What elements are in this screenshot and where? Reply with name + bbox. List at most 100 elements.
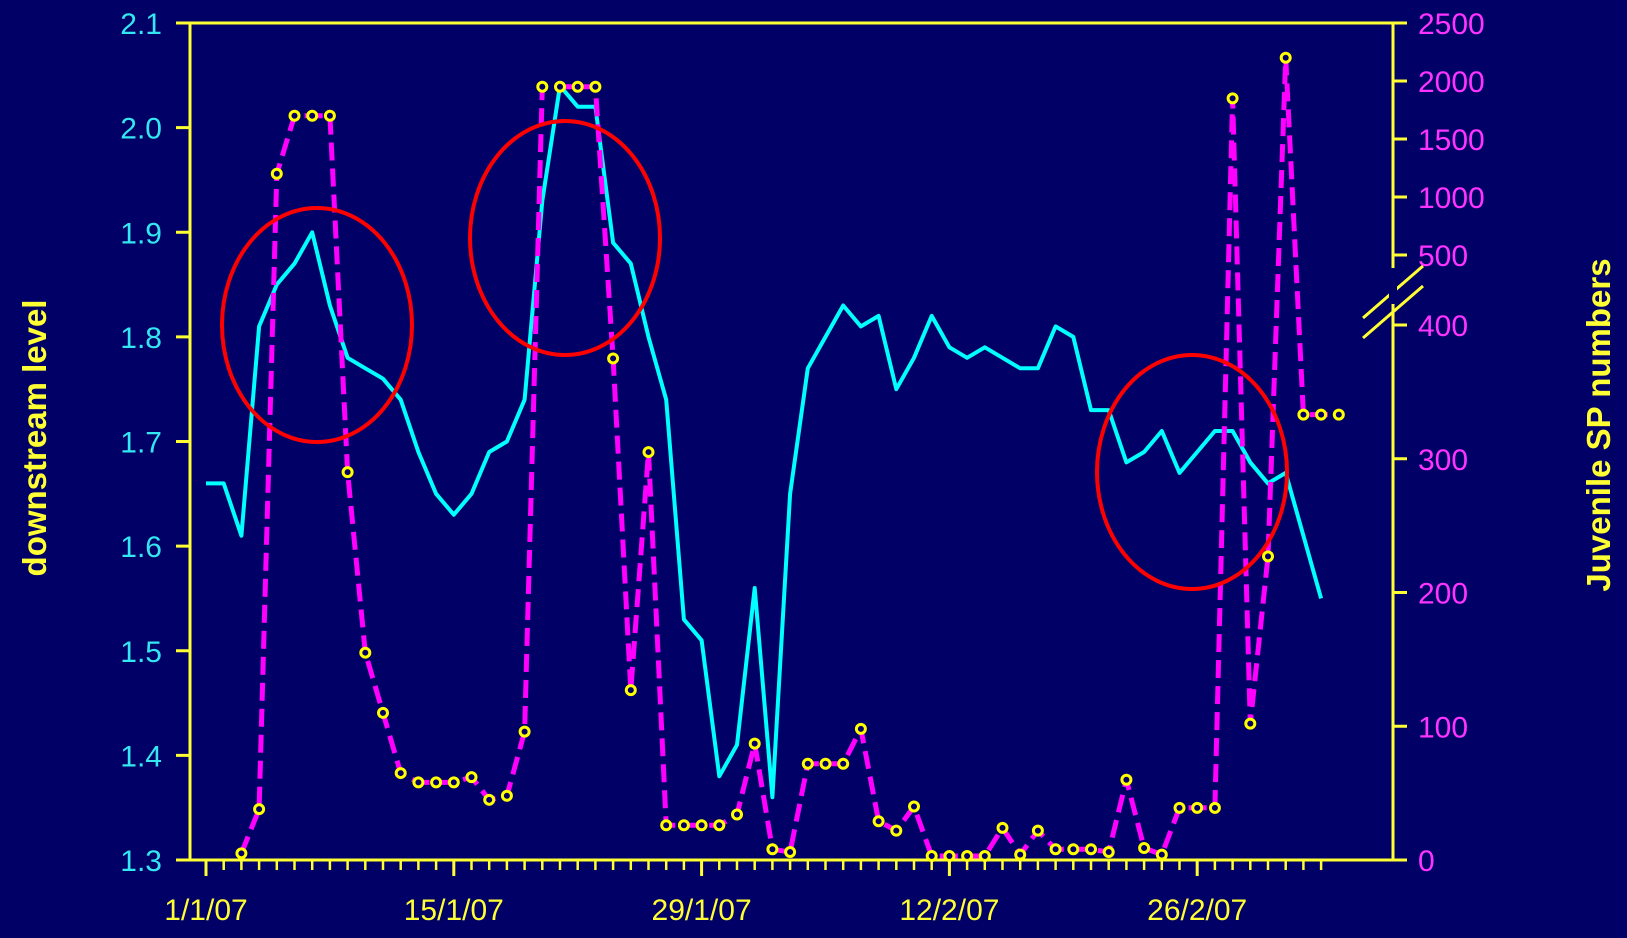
- juvenile-sp-marker: [500, 789, 513, 802]
- juvenile-sp-marker: [748, 737, 761, 750]
- juvenile-sp-marker: [677, 819, 690, 832]
- juvenile-sp-marker: [1173, 801, 1186, 814]
- juvenile-sp-marker: [571, 80, 584, 93]
- juvenile-sp-marker: [1297, 408, 1310, 421]
- juvenile-sp-marker: [1279, 51, 1292, 64]
- juvenile-sp-marker: [1191, 801, 1204, 814]
- juvenile-sp-marker: [1332, 408, 1345, 421]
- juvenile-sp-marker: [377, 706, 389, 719]
- juvenile-sp-marker: [819, 757, 832, 770]
- juvenile-sp-marker: [660, 819, 673, 832]
- series-layer: [206, 55, 1339, 859]
- juvenile-sp-marker: [394, 767, 407, 780]
- juvenile-sp-marker: [1155, 848, 1168, 861]
- juvenile-sp-marker: [341, 466, 354, 479]
- x-tick-label: 1/1/07: [164, 894, 247, 927]
- juvenile-sp-marker: [854, 722, 867, 735]
- right-tick-label: 2500: [1418, 8, 1485, 41]
- juvenile-sp-marker: [306, 109, 319, 122]
- downstream-level-line: [206, 83, 1324, 800]
- left-axis-title: downstream level: [16, 300, 53, 577]
- juvenile-sp-marker: [695, 819, 708, 832]
- juvenile-sp-marker: [784, 845, 797, 858]
- juvenile-sp-marker: [943, 849, 956, 862]
- left-tick-label: 1.8: [120, 322, 162, 355]
- juvenile-sp-marker: [801, 757, 814, 770]
- right-tick-label: 1500: [1418, 124, 1485, 157]
- juvenile-sp-marker: [642, 446, 655, 459]
- left-tick-label: 1.3: [120, 845, 162, 878]
- left-tick-label: 1.4: [120, 740, 162, 773]
- juvenile-sp-marker: [235, 847, 248, 860]
- juvenile-sp-marker: [1208, 801, 1221, 814]
- juvenile-sp-marker: [323, 109, 336, 122]
- juvenile-sp-marker: [1085, 843, 1097, 856]
- right-tick-label: 400: [1418, 310, 1468, 343]
- right-axis-title: Juvenile SP numbers: [1580, 258, 1617, 591]
- juvenile-sp-marker: [1262, 550, 1274, 563]
- left-tick-label: 1.7: [120, 427, 162, 460]
- juvenile-sp-marker: [890, 824, 903, 837]
- juvenile-sp-marker: [731, 808, 743, 821]
- juvenile-sp-marker: [1067, 843, 1080, 856]
- right-tick-label: 0: [1418, 845, 1435, 878]
- right-tick-label: 300: [1418, 444, 1468, 477]
- right-tick-label: 500: [1418, 240, 1468, 273]
- juvenile-sp-marker: [996, 821, 1009, 834]
- juvenile-sp-marker: [961, 849, 974, 862]
- annotation-layer: [220, 119, 1289, 591]
- juvenile-sp-marker: [465, 771, 478, 784]
- juvenile-sp-marker: [483, 793, 496, 806]
- right-tick-label: 100: [1418, 711, 1468, 744]
- right-tick-label: 2000: [1418, 66, 1485, 99]
- highlight-circle: [220, 206, 414, 444]
- x-tick-label: 29/1/07: [652, 894, 752, 927]
- juvenile-sp-marker: [589, 80, 602, 93]
- axis-break-gap: [1389, 268, 1397, 304]
- juvenile-sp-marker: [607, 352, 620, 365]
- juvenile-sp-marker: [837, 757, 850, 770]
- juvenile-sp-marker: [554, 80, 566, 93]
- axis-break-mark-lower: [1362, 284, 1424, 340]
- left-tick-label: 1.9: [120, 217, 162, 250]
- juvenile-sp-marker: [253, 803, 266, 816]
- right-tick-label: 200: [1418, 578, 1468, 611]
- juvenile-sp-marker: [1102, 845, 1115, 858]
- x-tick-label: 26/2/07: [1147, 894, 1247, 927]
- juvenile-sp-marker: [1226, 92, 1239, 105]
- juvenile-sp-marker: [908, 800, 920, 813]
- juvenile-sp-marker: [1031, 824, 1044, 837]
- juvenile-sp-marker: [447, 776, 460, 789]
- right-tick-label: 1000: [1418, 182, 1485, 215]
- juvenile-sp-marker: [270, 167, 283, 180]
- left-tick-label: 2.0: [120, 113, 162, 146]
- juvenile-sp-marker: [1244, 717, 1257, 730]
- highlight-circle: [468, 119, 662, 357]
- juvenile-sp-marker: [978, 849, 991, 862]
- marker-layer: [235, 51, 1345, 862]
- juvenile-sp-marker: [713, 819, 726, 832]
- juvenile-sp-marker: [430, 776, 443, 789]
- x-tick-label: 12/2/07: [899, 894, 999, 927]
- juvenile-sp-marker: [288, 109, 301, 122]
- left-tick-label: 2.1: [120, 8, 162, 41]
- juvenile-sp-marker: [412, 776, 425, 789]
- juvenile-sp-marker: [1120, 773, 1133, 786]
- highlight-circle: [1095, 353, 1289, 591]
- juvenile-sp-marker: [518, 725, 531, 738]
- juvenile-sp-marker: [925, 849, 938, 862]
- juvenile-sp-marker: [359, 646, 372, 659]
- x-tick-label: 15/1/07: [404, 894, 504, 927]
- juvenile-sp-marker: [766, 843, 779, 856]
- left-tick-label: 1.6: [120, 531, 162, 564]
- tick-layer: 1.3 1.4 1.5 1.6 1.7 1.8 1.9 2.0 2.1 0 100 200 300 400…: [120, 8, 1484, 927]
- juvenile-sp-marker: [624, 684, 637, 697]
- juvenile-sp-marker: [1014, 848, 1027, 861]
- juvenile-sp-marker: [1138, 841, 1151, 854]
- plot-frame: [188, 21, 1395, 862]
- left-tick-label: 1.5: [120, 636, 162, 669]
- juvenile-sp-marker: [536, 80, 549, 93]
- juvenile-sp-marker: [1049, 843, 1062, 856]
- juvenile-sp-marker: [1315, 408, 1328, 421]
